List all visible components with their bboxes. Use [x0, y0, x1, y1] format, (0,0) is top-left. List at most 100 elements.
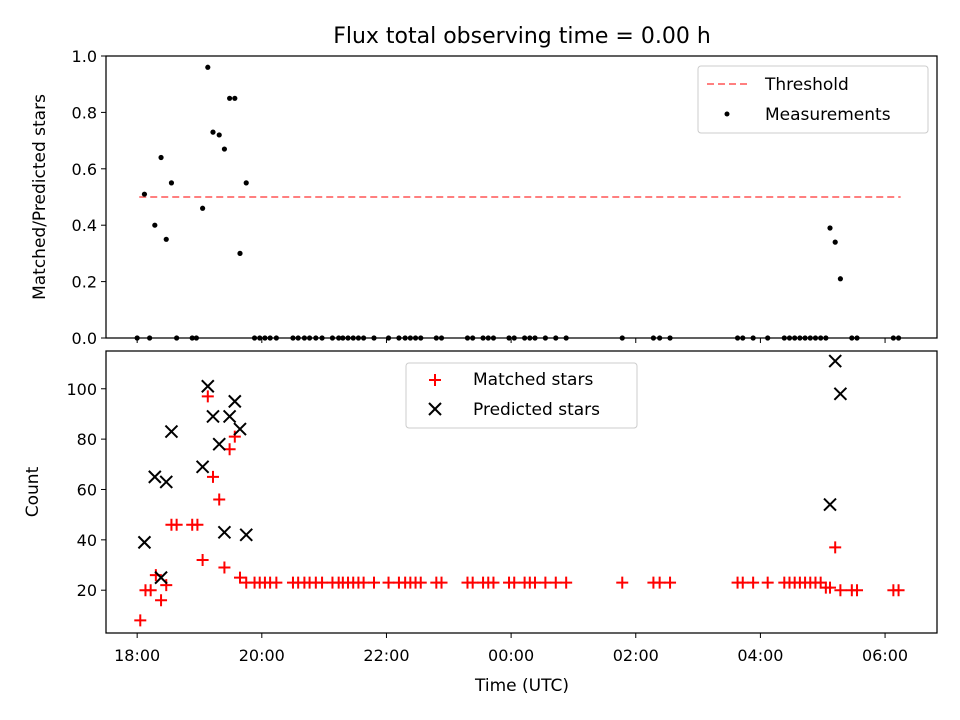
matched-star-point — [653, 576, 666, 589]
x-tick-label: 06:00 — [862, 646, 908, 665]
matched-star-point — [196, 553, 209, 566]
measurement-point — [168, 180, 175, 186]
matched-star-point — [155, 594, 168, 607]
predicted-star-point — [828, 354, 842, 368]
measurement-point — [200, 205, 206, 211]
predicted-star-point — [217, 525, 232, 539]
matched-star-point — [160, 579, 173, 592]
matched-star-point — [270, 576, 283, 589]
x-tick-label: 02:00 — [613, 646, 659, 665]
predicted-star-point — [212, 437, 226, 451]
threshold-legend-label: Threshold — [764, 75, 849, 95]
bottom-panel-y-axis-label: Count — [23, 466, 43, 517]
measurement-point — [232, 95, 238, 101]
x-tick-label: 04:00 — [737, 646, 783, 665]
predicted-star-point — [228, 394, 242, 409]
predicted-star-point — [222, 409, 237, 424]
matched-star-point — [508, 576, 521, 589]
matched-star-point — [549, 576, 562, 589]
y-tick-label: 0.4 — [72, 216, 97, 235]
matched-legend-swatch — [429, 374, 441, 386]
measurement-point — [216, 132, 222, 138]
matched-star-point — [206, 470, 219, 483]
top-panel-x-ticks — [136, 338, 886, 343]
matched-star-point — [218, 561, 231, 574]
matched-star-point — [487, 576, 500, 589]
top-legend-box — [697, 65, 929, 134]
y-tick-label: 0.2 — [72, 273, 97, 292]
bottom-panel-x-ticks: 18:00 20:00 22:00 00:00 02:00 04:00 06:00 — [114, 633, 908, 665]
y-tick-label: 100 — [66, 380, 97, 399]
measurements-legend-swatch — [724, 111, 730, 117]
matched-star-point — [382, 576, 395, 589]
matched-star-point — [829, 541, 842, 554]
x-tick-label: 20:00 — [239, 646, 285, 665]
predicted-star-point — [195, 460, 210, 474]
bottom-panel-y-ticks: 20 40 60 80 100 — [66, 380, 106, 600]
matched-star-point — [367, 576, 380, 589]
measurement-point — [152, 222, 158, 228]
predicted-star-point — [201, 379, 215, 393]
bottom-panel: 20 40 60 80 100 18:00 20:00 22:00 00:00 02:00 04:… — [23, 350, 938, 696]
x-axis-label: Time (UTC) — [474, 676, 569, 696]
matched-star-point — [228, 430, 241, 443]
predicted-star-point — [137, 535, 152, 550]
measurement-point — [221, 146, 228, 152]
matched-star-point — [316, 576, 329, 589]
matched-star-point — [357, 576, 370, 589]
matched-star-point — [892, 584, 905, 597]
measurement-point — [827, 225, 833, 231]
x-tick-label: 00:00 — [488, 646, 534, 665]
y-tick-label: 60 — [77, 480, 97, 499]
measurement-point — [243, 180, 249, 186]
matched-star-point — [560, 576, 573, 589]
matched-star-point — [466, 576, 479, 589]
matched-star-point — [824, 581, 837, 594]
matched-star-point — [664, 576, 677, 589]
top-panel-y-ticks: 0.0 0.2 0.4 0.6 0.8 1.0 — [72, 47, 106, 348]
predicted-legend-label: Predicted stars — [473, 400, 600, 420]
x-tick-label: 22:00 — [363, 646, 409, 665]
measurement-point — [163, 236, 169, 242]
matched-legend-label: Matched stars — [473, 370, 593, 390]
y-tick-label: 1.0 — [72, 47, 97, 66]
predicted-legend-swatch — [428, 402, 442, 416]
matched-star-point — [144, 584, 157, 597]
matched-star-point — [851, 584, 864, 597]
y-tick-label: 40 — [77, 531, 97, 550]
matched-star-point — [233, 571, 246, 584]
measurement-point — [227, 95, 233, 101]
bottom-legend: Matched stars Predicted stars — [405, 362, 638, 429]
predicted-star-point — [148, 470, 162, 484]
matched-star-point — [191, 518, 204, 531]
bottom-legend-box — [405, 362, 638, 429]
measurement-point — [832, 239, 838, 245]
measurement-point — [210, 129, 216, 135]
y-tick-label: 20 — [77, 581, 97, 600]
measurement-point — [205, 64, 211, 70]
predicted-star-point — [159, 475, 173, 489]
measurement-point — [837, 276, 843, 282]
predicted-star-point — [239, 528, 253, 542]
top-legend: Threshold Measurements — [697, 65, 929, 134]
measurement-point — [158, 154, 164, 161]
matched-star-point — [414, 576, 427, 589]
y-tick-label: 80 — [77, 430, 97, 449]
matched-star-point — [201, 390, 214, 403]
y-tick-label: 0.0 — [72, 329, 97, 348]
chart-title: Flux total observing time = 0.00 h — [333, 24, 711, 49]
predicted-star-point — [164, 424, 179, 439]
matched-star-point — [736, 576, 749, 589]
top-panel-y-axis-label: Matched/Predicted stars — [30, 94, 50, 300]
x-tick-label: 18:00 — [114, 646, 160, 665]
measurement-point — [141, 191, 148, 197]
matched-star-point — [529, 576, 542, 589]
matched-star-point — [213, 493, 226, 506]
matched-star-point — [747, 576, 760, 589]
matched-star-point — [814, 576, 827, 589]
predicted-star-point — [833, 387, 848, 401]
bottom-panel-marks — [134, 354, 905, 627]
matched-star-point — [616, 576, 629, 589]
predicted-star-point — [233, 422, 247, 436]
